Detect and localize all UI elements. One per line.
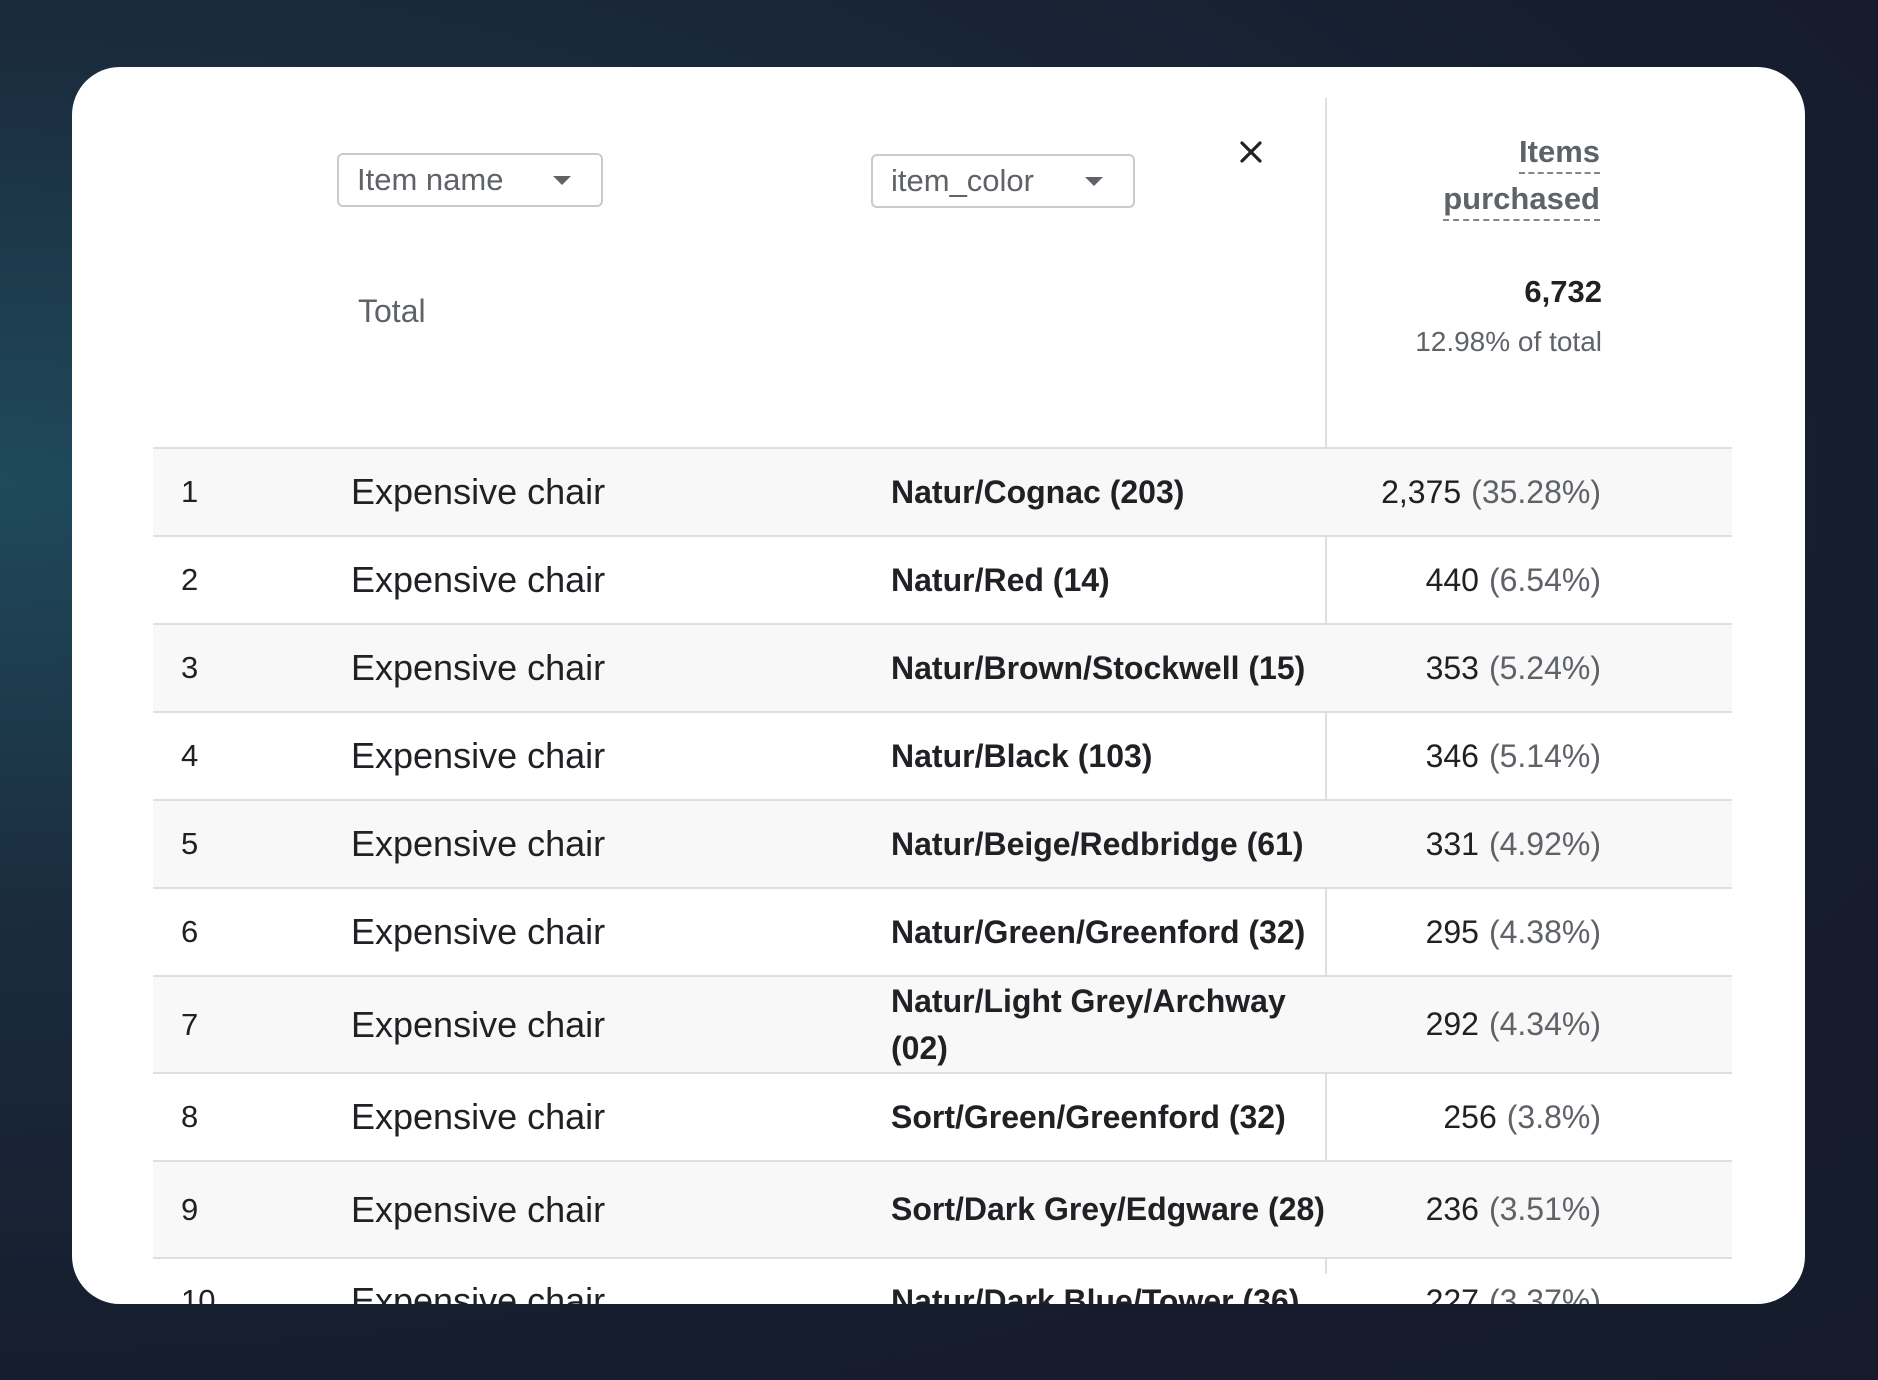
metric-header-line2: purchased [1443, 179, 1600, 221]
value: 227 [1425, 1282, 1479, 1305]
metric-column-header[interactable]: Items purchased [1443, 128, 1600, 222]
percent: (4.38%) [1488, 913, 1601, 950]
percent: (5.14%) [1488, 737, 1601, 774]
percent: (35.28%) [1471, 473, 1601, 510]
close-icon [1240, 141, 1262, 163]
table-body: 1 Expensive chair Natur/Cognac (203) 2,3… [153, 447, 1732, 1304]
table-row[interactable]: 4 Expensive chair Natur/Black (103) 346(… [153, 711, 1732, 799]
item-name-cell: Expensive chair [351, 823, 606, 864]
row-index: 7 [181, 1006, 199, 1042]
items-purchased-cell: 353 (5.24%) [1426, 625, 1601, 711]
item-name-cell: Expensive chair [351, 1003, 606, 1045]
item-color-cell: Natur/Cognac (203) [891, 473, 1185, 510]
item-color-cell: Natur/Red (14) [891, 561, 1110, 598]
row-index: 8 [181, 1099, 199, 1134]
item-color-cell: Natur/Black (103) [891, 737, 1153, 774]
row-index: 3 [181, 650, 199, 685]
percent: (4.34%) [1488, 1006, 1601, 1042]
dimension1-dropdown[interactable]: Item name [337, 153, 603, 207]
item-color-cell: Natur/Dark Blue/Tower (36) [891, 1282, 1300, 1305]
value: 346 [1425, 737, 1479, 774]
item-name-cell: Expensive chair [351, 911, 606, 952]
value: 331 [1425, 825, 1479, 862]
metric-header-line1: Items [1519, 132, 1600, 174]
table-row[interactable]: 2 Expensive chair Natur/Red (14) 440 (6.5… [153, 535, 1732, 623]
value: 236 [1425, 1191, 1479, 1227]
row-index: 4 [181, 738, 199, 773]
table-row[interactable]: 3 Expensive chair Natur/Brown/Stockwell … [153, 623, 1732, 711]
row-index: 6 [181, 914, 199, 949]
table-row[interactable]: 5 Expensive chair Natur/Beige/Redbridge … [153, 799, 1732, 887]
item-color-cell: Sort/Dark Grey/Edgware (28) [891, 1191, 1325, 1227]
item-color-cell: Sort/Green/Greenford (32) [891, 1098, 1286, 1135]
items-purchased-cell: 2,375 (35.28%) [1381, 449, 1601, 535]
item-name-cell: Expensive chair [351, 471, 606, 512]
dimension1-label: Item name [357, 162, 504, 197]
table-row[interactable]: 9 Expensive chair Sort/Dark Grey/Edgware… [153, 1160, 1732, 1257]
item-name-cell: Expensive chair [351, 559, 606, 600]
item-color-cell: Natur/Brown/Stockwell (15) [891, 649, 1306, 686]
value: 2,375 [1381, 473, 1462, 510]
percent: (3.8%) [1506, 1098, 1601, 1135]
item-name-cell: Expensive chair [351, 647, 606, 688]
percent: (3.51%) [1488, 1191, 1601, 1227]
item-name-cell: Expensive chair [351, 735, 606, 776]
percent: (4.92%) [1488, 825, 1601, 862]
chevron-down-icon [553, 176, 571, 185]
items-purchased-cell: 227 (3.37%) [1425, 1259, 1601, 1305]
total-value: 6,732 [1524, 274, 1602, 309]
chevron-down-icon [1085, 177, 1103, 186]
dimension2-dropdown[interactable]: item_color [871, 154, 1135, 208]
item-name-cell: Expensive chair [351, 1280, 606, 1304]
table-row[interactable]: 1 Expensive chair Natur/Cognac (203) 2,3… [153, 447, 1732, 535]
items-purchased-cell: 236 (3.51%) [1426, 1162, 1601, 1257]
items-purchased-cell: 292 (4.34%) [1426, 977, 1601, 1072]
value: 256 [1443, 1098, 1497, 1135]
total-label: Total [358, 293, 426, 329]
table-row[interactable]: 6 Expensive chair Natur/Green/Greenford … [153, 887, 1732, 975]
items-purchased-cell: 256 (3.8%) [1443, 1074, 1601, 1160]
value: 295 [1425, 913, 1479, 950]
items-purchased-cell: 440 (6.54%) [1426, 537, 1601, 623]
value: 292 [1425, 1006, 1479, 1042]
item-color-cell: Natur/Beige/Redbridge (61) [891, 825, 1304, 862]
dimension2-label: item_color [891, 163, 1034, 198]
data-table: Item name item_color Items purchased Tot… [153, 98, 1732, 1304]
item-name-cell: Expensive chair [351, 1188, 606, 1230]
percent: (3.37%) [1488, 1282, 1601, 1305]
item-name-cell: Expensive chair [351, 1096, 606, 1137]
table-row[interactable]: 8 Expensive chair Sort/Green/Greenford (… [153, 1072, 1732, 1160]
table-row[interactable]: 7 Expensive chair Natur/Light Grey/Archw… [153, 975, 1732, 1072]
value: 353 [1425, 649, 1479, 686]
table-row[interactable]: 10 Expensive chair Natur/Dark Blue/Tower… [153, 1257, 1732, 1304]
item-color-cell: Natur/Green/Greenford (32) [891, 913, 1306, 950]
row-index: 1 [181, 474, 199, 509]
row-index: 10 [181, 1283, 216, 1304]
row-index: 5 [181, 826, 199, 861]
value: 440 [1425, 561, 1479, 598]
items-purchased-cell: 331 (4.92%) [1426, 801, 1601, 887]
percent: (5.24%) [1488, 649, 1601, 686]
report-card: Item name item_color Items purchased Tot… [72, 67, 1805, 1304]
total-percent: 12.98% of total [1415, 326, 1602, 357]
items-purchased-cell: 295 (4.38%) [1426, 889, 1601, 975]
items-purchased-cell: 346 (5.14%) [1426, 713, 1601, 799]
percent: (6.54%) [1488, 561, 1601, 598]
row-index: 9 [181, 1191, 199, 1227]
remove-dimension-button[interactable] [1231, 132, 1271, 172]
item-color-cell: Natur/Light Grey/Archway (02) [891, 982, 1286, 1066]
row-index: 2 [181, 562, 199, 597]
